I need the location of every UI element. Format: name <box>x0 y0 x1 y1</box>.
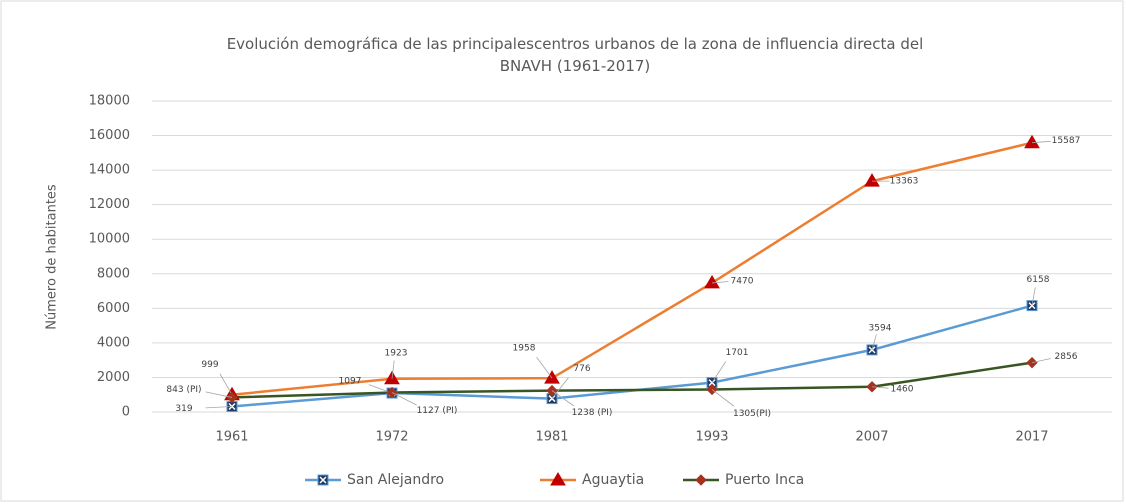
x-tick-label: 1981 <box>535 430 568 445</box>
data-label: 13363 <box>890 177 919 187</box>
x-tick-label: 2007 <box>855 430 888 445</box>
label-leader <box>551 377 569 399</box>
data-label: 1127 (PI) <box>417 406 458 416</box>
chart-title: Evolución demográfica de las principales… <box>227 35 924 75</box>
label-leader <box>711 361 727 383</box>
legend-label: Puerto Inca <box>725 472 804 488</box>
label-leader <box>205 391 233 398</box>
data-point <box>1024 134 1040 149</box>
data-label: 7470 <box>731 276 754 286</box>
x-tick-label: 1972 <box>375 430 408 445</box>
data-label: 1958 <box>513 344 536 354</box>
data-label: 6158 <box>1027 275 1050 285</box>
label-leader <box>551 390 575 407</box>
marker <box>1026 356 1038 369</box>
data-point <box>544 370 560 384</box>
marker <box>695 474 707 486</box>
marker <box>544 370 560 384</box>
legend-label: Aguaytia <box>582 472 644 488</box>
y-tick-label: 12000 <box>89 197 130 212</box>
label-leader <box>1031 287 1036 306</box>
data-label: 999 <box>201 360 218 370</box>
label-leader <box>391 360 395 379</box>
data-label: 1238 (PI) <box>572 408 613 418</box>
marker-cross <box>228 402 236 411</box>
label-leader <box>1031 358 1051 364</box>
data-label: 2856 <box>1055 352 1078 362</box>
marker <box>226 391 238 404</box>
data-label: 3594 <box>869 323 892 333</box>
marker-cross <box>319 476 327 484</box>
y-tick-label: 18000 <box>89 94 130 109</box>
label-leader <box>1031 140 1051 144</box>
label-leader <box>391 392 417 406</box>
label-leader <box>711 389 735 407</box>
data-label: 1701 <box>726 348 749 358</box>
y-axis-label: Número de habitantes <box>45 184 60 330</box>
data-point <box>866 381 878 393</box>
data-point <box>864 173 880 187</box>
data-label: 319 <box>175 404 192 414</box>
marker-cross <box>868 346 876 354</box>
data-label: 1923 <box>385 348 408 358</box>
label-leader <box>219 373 233 395</box>
y-tick-label: 4000 <box>97 335 130 350</box>
label-leader <box>536 356 553 379</box>
x-tick-label: 1993 <box>695 430 728 445</box>
x-tick-label: 1961 <box>215 430 248 445</box>
y-tick-label: 14000 <box>89 163 130 178</box>
data-point <box>226 391 238 404</box>
data-label: 843 (PI) <box>166 385 201 395</box>
data-label: 15587 <box>1052 136 1081 146</box>
y-tick-label: 16000 <box>89 128 130 143</box>
data-point <box>1026 356 1038 369</box>
series-line <box>231 141 1033 396</box>
marker <box>864 173 880 187</box>
marker-cross <box>708 379 716 387</box>
marker <box>1024 134 1040 149</box>
legend-item: San Alejandro <box>305 472 444 488</box>
data-label: 776 <box>573 364 590 374</box>
data-point <box>704 274 720 289</box>
label-leader <box>205 406 233 409</box>
y-tick-label: 0 <box>122 405 130 420</box>
label-leader <box>711 281 729 284</box>
legend-item: Puerto Inca <box>683 472 804 488</box>
legend-label: San Alejandro <box>347 472 444 488</box>
legend-item: Aguaytia <box>540 472 644 488</box>
label-leader <box>871 386 889 389</box>
data-label: 1460 <box>891 384 914 394</box>
data-label: 1097 <box>339 377 362 387</box>
series-line <box>231 361 1033 399</box>
marker <box>866 381 878 393</box>
x-tick-label: 2017 <box>1015 430 1048 445</box>
y-tick-label: 8000 <box>97 266 130 281</box>
marker <box>550 472 566 486</box>
data-point <box>546 384 558 397</box>
label-leader <box>871 334 877 351</box>
y-tick-label: 2000 <box>97 370 130 385</box>
y-tick-label: 10000 <box>89 232 130 247</box>
data-label: 1305(PI) <box>733 409 771 419</box>
marker <box>546 384 558 397</box>
marker <box>704 274 720 289</box>
y-tick-label: 6000 <box>97 301 130 316</box>
